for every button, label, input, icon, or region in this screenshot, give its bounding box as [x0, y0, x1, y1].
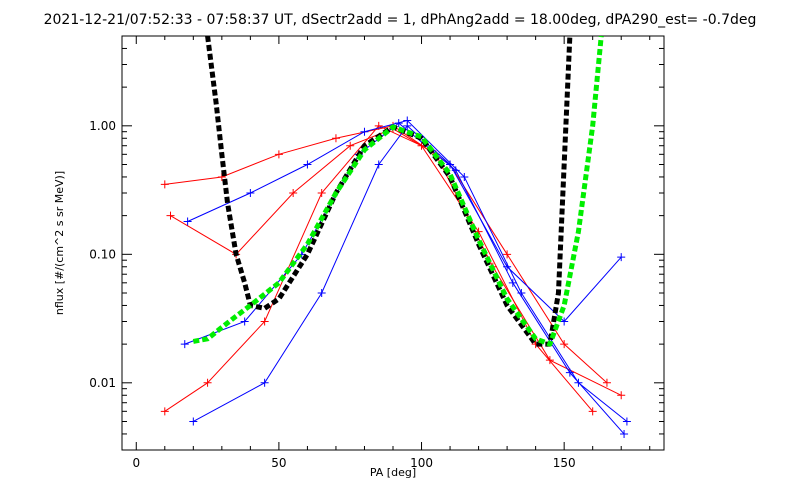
- blue-point-marker: [565, 368, 574, 377]
- blue-point-marker: [460, 172, 469, 181]
- blue-point-marker: [183, 217, 192, 226]
- red-point-marker: [160, 180, 169, 189]
- x-tick-label: 50: [271, 456, 286, 470]
- y-tick-label: 0.01: [89, 376, 116, 390]
- red-point-marker: [160, 407, 169, 416]
- blue-point-marker: [360, 127, 369, 136]
- red-point-marker: [617, 391, 626, 400]
- red-point-marker: [289, 189, 298, 198]
- blue-point-marker: [374, 160, 383, 169]
- red-point-marker: [166, 211, 175, 220]
- blue-point-marker: [189, 417, 198, 426]
- blue-point-marker: [560, 317, 569, 326]
- x-tick-label: 100: [410, 456, 433, 470]
- red-point-marker: [602, 378, 611, 387]
- red-point-marker: [203, 378, 212, 387]
- x-axis: 0 50 100 150: [132, 36, 651, 470]
- blue-point-marker: [446, 160, 455, 169]
- x-axis-label: PA [deg]: [370, 466, 416, 479]
- blue-point-marker: [317, 288, 326, 297]
- blue-point-marker: [246, 189, 255, 198]
- blue-point-marker: [303, 160, 312, 169]
- blue-trace-2: [184, 122, 625, 435]
- x-tick-label: 0: [132, 456, 140, 470]
- plot-area: 0 50 100 150 0.01 0.10 1.00: [89, 35, 665, 470]
- blue-point-marker: [617, 253, 626, 262]
- blue-point-marker: [508, 278, 517, 287]
- red-point-marker: [331, 134, 340, 143]
- y-tick-label: 0.10: [89, 247, 116, 261]
- blue-point-marker: [622, 417, 631, 426]
- red-point-marker: [274, 150, 283, 159]
- blue-point-marker: [394, 119, 403, 128]
- y-tick-label: 1.00: [89, 119, 116, 133]
- blue-point-marker: [403, 121, 412, 130]
- data-curves: [160, 36, 631, 438]
- chart-title: 2021-12-21/07:52:33 - 07:58:37 UT, dSect…: [44, 12, 757, 28]
- red-point-marker: [560, 340, 569, 349]
- x-tick-label: 150: [553, 456, 576, 470]
- blue-point-marker: [240, 317, 249, 326]
- y-axis: 0.01 0.10 1.00: [89, 35, 664, 451]
- red-point-marker: [317, 189, 326, 198]
- red-point-marker: [374, 121, 383, 130]
- blue-trace-0: [187, 119, 628, 422]
- blue-point-marker: [180, 340, 189, 349]
- red-point-marker: [346, 141, 355, 150]
- y-axis-label: nflux [#/(cm^2 s sr MeV)]: [53, 171, 66, 315]
- red-trace-2: [164, 125, 594, 412]
- blue-point-marker: [260, 378, 269, 387]
- blue-point-marker: [620, 429, 629, 438]
- red-point-marker: [588, 407, 597, 416]
- green-fit-curve: [192, 36, 604, 347]
- blue-point-marker: [451, 166, 460, 175]
- red-point-marker: [503, 250, 512, 259]
- red-point-marker: [260, 317, 269, 326]
